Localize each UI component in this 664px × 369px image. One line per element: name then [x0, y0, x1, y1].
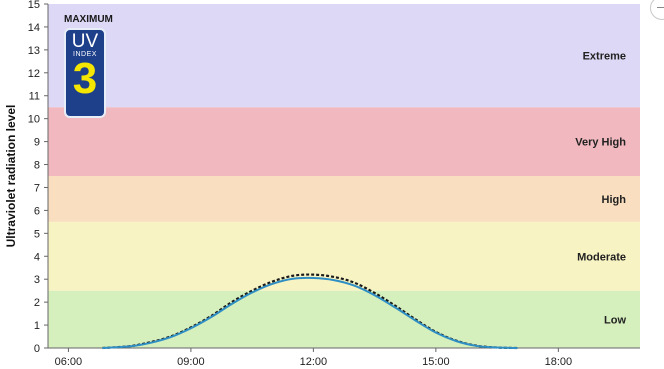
y-tick-label: 6: [34, 205, 40, 217]
y-tick-label: 11: [29, 91, 40, 103]
band-label: Moderate: [577, 251, 626, 263]
uv-badge-word: UV: [71, 31, 99, 52]
y-tick-label: 7: [34, 182, 40, 194]
x-tick-label: 06:00: [55, 356, 83, 368]
y-tick-label: 2: [34, 297, 40, 309]
x-tick-label: 09:00: [177, 356, 205, 368]
y-tick-label: 3: [34, 274, 40, 286]
y-tick-label: 13: [28, 45, 40, 57]
y-axis-title: Ultraviolet radiation level: [4, 105, 18, 248]
band-extreme: [48, 4, 640, 108]
band-high: [48, 176, 640, 222]
uv-series: [102, 273, 518, 350]
y-tick-label: 14: [28, 22, 40, 34]
y-tick-label: 9: [34, 137, 40, 149]
y-tick-label: 4: [34, 251, 40, 263]
y-tick-label: 1: [34, 320, 40, 332]
band-label: High: [602, 194, 627, 206]
uv-badge-caption: MAXIMUM: [64, 14, 113, 25]
uv-index-badge: UV INDEX 3: [64, 28, 106, 118]
x-tick-label: 12:00: [300, 356, 328, 368]
band-moderate: [48, 221, 640, 291]
uv-badge-value: 3: [72, 54, 98, 103]
x-tick-label: 15:00: [422, 356, 450, 368]
band-low: [48, 290, 640, 348]
y-tick-label: 12: [28, 68, 40, 80]
y-tick-label: 5: [34, 228, 40, 240]
y-tick-label: 10: [28, 114, 40, 126]
y-tick-label: 8: [34, 160, 40, 172]
x-tick-label: 18:00: [545, 356, 573, 368]
uv-forecast-solid-line: [102, 276, 518, 349]
y-tick-label: 0: [34, 343, 40, 355]
uv-badge-sub: INDEX: [73, 51, 97, 58]
band-very-high: [48, 107, 640, 176]
band-label: Very High: [575, 137, 626, 149]
band-label: Extreme: [583, 51, 626, 63]
uv-bands: Low Moderate High Very High Extreme: [48, 4, 640, 348]
band-label: Low: [604, 314, 626, 326]
minus-icon: [657, 7, 664, 8]
y-tick-label: 15: [28, 0, 40, 11]
